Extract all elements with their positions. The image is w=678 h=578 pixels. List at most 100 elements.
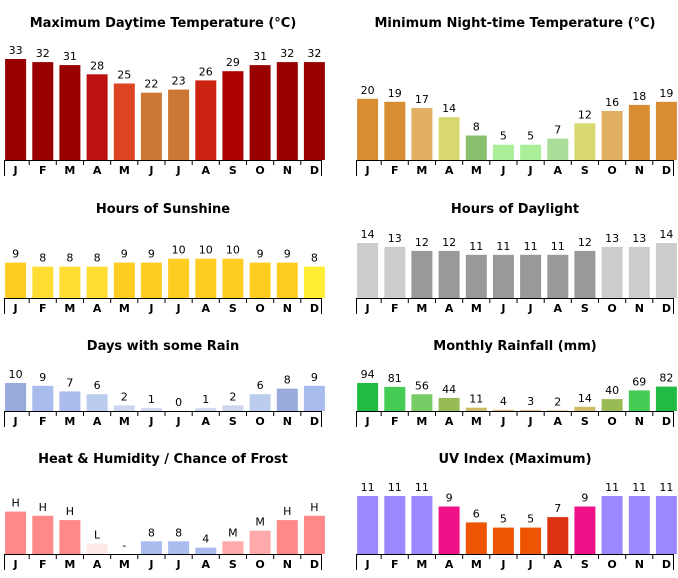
- bar-value-label: 3: [527, 395, 534, 408]
- month-tick-label: J: [13, 415, 18, 428]
- bar-6: [168, 258, 190, 298]
- bar-value-label: 9: [121, 248, 128, 261]
- panel-humidity: Heat & Humidity / Chance of Frost H J H F H M…: [0, 446, 326, 572]
- bar-value-label: 7: [554, 124, 561, 137]
- bar-11: [303, 515, 325, 554]
- bar-8: [222, 405, 244, 411]
- month-tick-label: O: [255, 302, 264, 315]
- chart-title: Hours of Daylight: [450, 202, 580, 217]
- bar-value-label: 11: [361, 481, 375, 494]
- bar-3: [86, 394, 108, 411]
- bar-9: [249, 530, 271, 554]
- bar-value-label: 11: [524, 240, 538, 253]
- bar-value-label: 12: [415, 236, 429, 249]
- bar-value-label: 13: [632, 232, 646, 245]
- bar-1: [32, 385, 54, 411]
- month-tick-label: A: [202, 558, 211, 571]
- bar-3: [438, 397, 460, 411]
- chart-sunshine: 9 J 8 F 8 M 8 A 9 M 9 J 10 J 10 A 10 S 9 O 9 N 8 D: [4, 244, 325, 315]
- bar-6: [168, 541, 190, 554]
- bar-value-label: 6: [94, 379, 101, 392]
- month-tick-label: J: [148, 558, 153, 571]
- month-tick-label: F: [391, 164, 399, 177]
- chart-humidity: H J H F H M L A - M 8 J 8 J 4 A M S M O H N H D: [4, 497, 325, 571]
- bar-5: [492, 254, 514, 298]
- month-tick-label: J: [365, 415, 370, 428]
- month-tick-label: A: [93, 558, 102, 571]
- bar-2: [411, 250, 433, 298]
- month-tick-label: M: [119, 302, 130, 315]
- month-tick-label: A: [202, 415, 211, 428]
- bar-4: [113, 262, 135, 298]
- bar-value-label: 44: [442, 383, 456, 396]
- chart-title: UV Index (Maximum): [438, 452, 592, 467]
- month-tick-label: M: [471, 302, 482, 315]
- month-tick-label: A: [445, 558, 454, 571]
- bar-value-label: 56: [415, 379, 429, 392]
- month-tick-label: N: [283, 302, 292, 315]
- bar-11: [303, 62, 325, 160]
- bar-11: [655, 496, 677, 554]
- bar-value-label: 20: [361, 84, 375, 97]
- month-tick-label: A: [554, 558, 563, 571]
- bar-11: [303, 385, 325, 411]
- bar-9: [601, 111, 623, 160]
- bar-7: [547, 410, 569, 411]
- bar-3: [86, 543, 108, 554]
- bar-2: [59, 65, 81, 160]
- month-tick-label: J: [13, 558, 18, 571]
- bar-0: [5, 262, 27, 298]
- bar-value-label: 11: [659, 481, 673, 494]
- bar-value-label: 1: [148, 393, 155, 406]
- bar-2: [411, 108, 433, 160]
- month-tick-label: M: [471, 415, 482, 428]
- bar-8: [222, 541, 244, 554]
- month-tick-label: J: [365, 302, 370, 315]
- month-tick-label: A: [445, 164, 454, 177]
- bar-value-label: 8: [39, 252, 46, 265]
- bar-10: [276, 62, 298, 160]
- bar-value-label: 14: [659, 228, 673, 241]
- bar-1: [384, 386, 406, 411]
- bar-0: [357, 383, 379, 411]
- bar-value-label: 1: [202, 393, 209, 406]
- bar-9: [249, 65, 271, 160]
- month-tick-label: M: [416, 558, 427, 571]
- bar-0: [357, 98, 379, 160]
- chart-uv: 11 J 11 F 11 M 9 A 6 M 5 J 5 J 7 A 9 S 11 O 11 N 11 D: [356, 481, 677, 571]
- bar-value-label: 5: [527, 130, 534, 143]
- bar-value-label: 12: [578, 236, 592, 249]
- bar-value-label: 11: [388, 481, 402, 494]
- month-tick-label: F: [39, 302, 47, 315]
- bar-value-label: 18: [632, 90, 646, 103]
- bar-0: [5, 59, 27, 160]
- month-tick-label: J: [176, 164, 181, 177]
- bar-value-label: 23: [172, 75, 186, 88]
- bar-value-label: 19: [388, 87, 402, 100]
- month-tick-label: A: [93, 164, 102, 177]
- bar-value-label: M: [255, 516, 265, 529]
- bar-value-label: 28: [90, 59, 104, 72]
- month-tick-label: A: [554, 415, 563, 428]
- month-tick-label: J: [528, 415, 533, 428]
- month-tick-label: A: [554, 302, 563, 315]
- month-tick-label: M: [64, 558, 75, 571]
- month-tick-label: M: [416, 302, 427, 315]
- bar-5: [140, 541, 162, 554]
- bar-value-label: 10: [172, 244, 186, 257]
- month-tick-label: M: [119, 415, 130, 428]
- bar-10: [276, 520, 298, 554]
- bar-value-label: 33: [9, 44, 23, 57]
- bar-11: [655, 386, 677, 411]
- month-tick-label: S: [581, 415, 589, 428]
- month-tick-label: O: [607, 558, 616, 571]
- month-tick-label: A: [202, 164, 211, 177]
- month-tick-label: J: [528, 558, 533, 571]
- month-tick-label: N: [635, 415, 644, 428]
- month-tick-label: O: [255, 415, 264, 428]
- bar-value-label: 10: [9, 368, 23, 381]
- month-tick-label: J: [13, 164, 18, 177]
- bar-value-label: 69: [632, 375, 646, 388]
- bar-value-label: 11: [632, 481, 646, 494]
- chart-title: Maximum Daytime Temperature (°C): [29, 16, 297, 31]
